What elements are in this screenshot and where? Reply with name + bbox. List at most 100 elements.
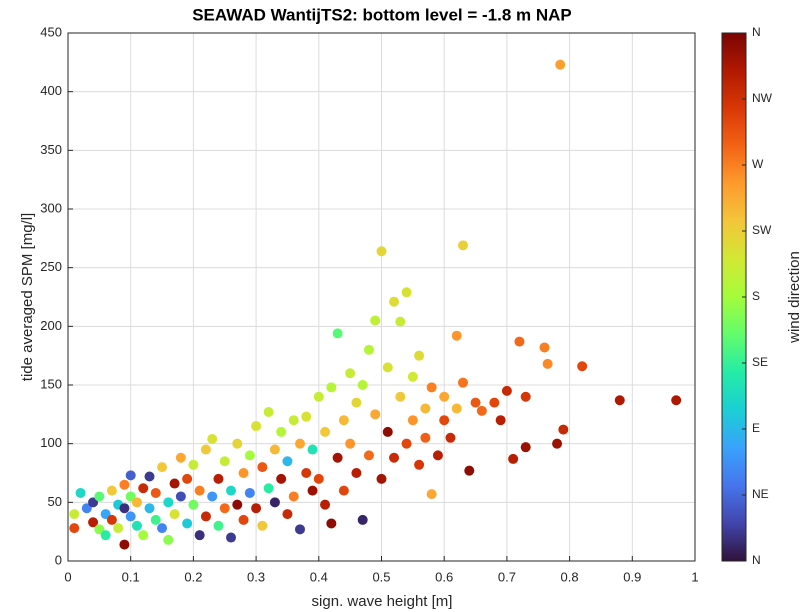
data-point (426, 489, 437, 500)
data-point (338, 415, 349, 426)
data-point (251, 421, 262, 432)
data-point (439, 391, 450, 402)
data-point (451, 330, 462, 341)
data-point (514, 336, 525, 347)
data-point (157, 523, 168, 534)
data-point (263, 406, 274, 417)
data-point (194, 485, 205, 496)
data-point (407, 371, 418, 382)
x-axis-label: sign. wave height [m] (312, 593, 453, 610)
data-point (263, 483, 274, 494)
y-tick-label: 150 (40, 376, 62, 391)
data-point (345, 368, 356, 379)
data-point (276, 426, 287, 437)
data-point (439, 415, 450, 426)
data-point (94, 524, 105, 535)
data-point (163, 534, 174, 545)
data-point (169, 509, 180, 520)
data-point (257, 462, 268, 473)
data-point (542, 358, 553, 369)
x-tick-label: 0.5 (372, 569, 390, 584)
data-point (188, 499, 199, 510)
data-point (131, 520, 142, 531)
data-point (88, 517, 99, 528)
data-point (69, 509, 80, 520)
data-point (294, 524, 305, 535)
data-point (175, 452, 186, 463)
colorbar-tick-label: N (752, 25, 761, 39)
y-tick-label: 250 (40, 259, 62, 274)
x-tick-label: 1 (691, 569, 698, 584)
data-point (238, 514, 249, 525)
data-point (671, 395, 682, 406)
x-tick-label: 0.3 (247, 569, 265, 584)
data-point (376, 246, 387, 257)
data-point (294, 438, 305, 449)
data-point (464, 465, 475, 476)
data-point (470, 397, 481, 408)
y-tick-label: 350 (40, 142, 62, 157)
data-point (138, 530, 149, 541)
data-point (194, 530, 205, 541)
data-point (389, 296, 400, 307)
y-axis-label: tide averaged SPM [mg/l] (19, 213, 36, 381)
data-point (363, 450, 374, 461)
data-point (489, 397, 500, 408)
data-point (119, 539, 130, 550)
data-point (188, 459, 199, 470)
data-point (144, 471, 155, 482)
data-point (332, 452, 343, 463)
data-point (345, 438, 356, 449)
data-point (395, 316, 406, 327)
data-point (445, 432, 456, 443)
data-point (382, 426, 393, 437)
data-point (144, 503, 155, 514)
data-point (282, 509, 293, 520)
data-point (88, 497, 99, 508)
y-tick-label: 400 (40, 83, 62, 98)
data-point (75, 487, 86, 498)
data-point (226, 485, 237, 496)
data-point (320, 426, 331, 437)
y-tick-label: 450 (40, 24, 62, 39)
data-point (150, 514, 161, 525)
x-tick-label: 0.1 (122, 569, 140, 584)
data-point (200, 444, 211, 455)
data-point (150, 487, 161, 498)
data-point (113, 523, 124, 534)
data-point (555, 59, 566, 70)
data-point (232, 499, 243, 510)
data-point (370, 315, 381, 326)
data-point (614, 395, 625, 406)
data-point (458, 377, 469, 388)
data-point (520, 442, 531, 453)
colorbar-tick-label: NW (752, 91, 773, 105)
colorbar-tick-label: SW (752, 223, 772, 237)
data-point (213, 520, 224, 531)
data-point (69, 523, 80, 534)
x-tick-label: 0.4 (310, 569, 328, 584)
data-point (207, 491, 218, 502)
data-point (207, 433, 218, 444)
data-point (131, 497, 142, 508)
data-point (326, 382, 337, 393)
data-point (326, 518, 337, 529)
data-point (226, 532, 237, 543)
data-point (313, 473, 324, 484)
data-point (351, 468, 362, 478)
colorbar-tick-label: NE (752, 487, 769, 501)
data-point (106, 485, 117, 496)
data-point (407, 415, 418, 426)
data-point (200, 511, 211, 522)
data-point (508, 453, 519, 464)
data-point (395, 391, 406, 402)
chart-title: SEAWAD WantijTS2: bottom level = -1.8 m … (192, 5, 572, 24)
data-point (269, 444, 280, 455)
data-point (119, 503, 130, 514)
data-point (307, 444, 318, 455)
data-point (238, 468, 249, 478)
data-point (338, 485, 349, 496)
x-tick-label: 0 (64, 569, 71, 584)
y-tick-label: 100 (40, 435, 62, 450)
y-tick-label: 50 (48, 494, 62, 509)
